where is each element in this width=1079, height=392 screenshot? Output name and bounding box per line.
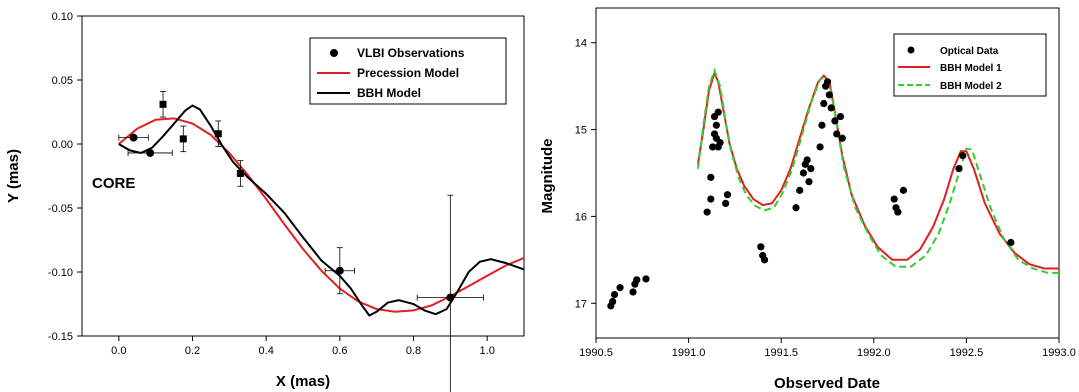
data-point xyxy=(709,143,717,151)
data-point xyxy=(805,178,813,186)
data-point xyxy=(757,243,765,251)
legend-marker-optical xyxy=(907,46,915,54)
x-tick-label: 1992.5 xyxy=(950,347,984,359)
x-tick-label: 0.8 xyxy=(406,345,421,357)
tick-group: 0.0 0.2 0.4 0.6 0.8 1.0 0.10 0.05 0.00 -0.05 -0.10… xyxy=(48,11,495,357)
data-point xyxy=(890,195,898,203)
series-points xyxy=(118,91,484,392)
data-point xyxy=(833,130,841,138)
legend-label-bbh1: BBH Model 1 xyxy=(940,63,1002,74)
x-tick-label: 1992.0 xyxy=(857,347,891,359)
x-tick-label: 0.6 xyxy=(332,345,347,357)
y-tick-label: 17 xyxy=(575,298,587,310)
data-point xyxy=(831,117,839,125)
data-point xyxy=(1007,238,1015,247)
data-point xyxy=(335,266,344,275)
data-point xyxy=(807,165,815,173)
y-tick-label: -0.10 xyxy=(48,267,73,279)
data-point xyxy=(955,165,963,173)
y-tick-label: 14 xyxy=(575,38,587,50)
series-line-bbh-model xyxy=(118,104,525,317)
y-tick-label: 0.00 xyxy=(52,139,73,151)
data-point xyxy=(642,275,650,283)
data-point xyxy=(803,156,811,164)
data-point xyxy=(633,276,641,284)
data-point xyxy=(820,99,828,108)
data-point xyxy=(610,290,619,299)
data-point-square xyxy=(236,169,244,177)
series-lines xyxy=(118,104,525,317)
data-point xyxy=(827,104,835,112)
y-tick-label: 0.05 xyxy=(52,75,73,87)
data-point xyxy=(707,173,715,181)
legend: VLBI Observations Precession Model BBH M… xyxy=(309,37,507,105)
data-point xyxy=(609,297,617,306)
data-point xyxy=(899,186,908,194)
legend-label-vlbi: VLBI Observations xyxy=(357,46,465,60)
legend: Optical Data BBH Model 1 BBH Model 2 xyxy=(893,33,1047,97)
data-point xyxy=(629,288,637,296)
y-tick-label: 16 xyxy=(575,211,587,223)
annotation-core: CORE xyxy=(92,175,135,192)
x-axis-title: X (mas) xyxy=(276,373,330,390)
x-tick-label: 0.4 xyxy=(259,345,274,357)
data-point xyxy=(760,256,769,264)
plot-frame xyxy=(595,7,1060,339)
y-tick-label: -0.15 xyxy=(48,331,73,343)
data-point xyxy=(796,186,804,194)
x-tick-label: 1990.5 xyxy=(579,347,613,359)
y-tick-label: 0.10 xyxy=(52,11,73,23)
series-points xyxy=(607,78,1015,310)
data-point xyxy=(146,148,155,157)
data-point xyxy=(792,204,800,212)
legend-label-bbh2: BBH Model 2 xyxy=(940,81,1002,92)
optical-lightcurve-chart: 1990.5 1991.0 1991.5 1992.0 1992.5 1993.0 14 15… xyxy=(540,7,1076,392)
data-point xyxy=(836,112,845,121)
y-tick-label: 15 xyxy=(575,125,587,137)
data-point xyxy=(616,284,624,292)
tick-group: 1990.5 1991.0 1991.5 1992.0 1992.5 1993.0 14 15… xyxy=(575,38,1076,359)
data-point xyxy=(894,208,902,216)
data-point xyxy=(446,293,455,302)
data-point-square xyxy=(179,135,187,143)
y-axis-title: Magnitude xyxy=(540,139,556,214)
legend-label-bbh: BBH Model xyxy=(357,86,421,100)
data-point xyxy=(723,191,732,199)
legend-label-optical: Optical Data xyxy=(940,46,999,57)
data-point xyxy=(703,208,711,216)
data-point xyxy=(838,134,846,142)
data-point-square xyxy=(214,130,222,138)
x-axis-title: Observed Date xyxy=(774,375,880,392)
data-point xyxy=(716,139,724,147)
x-tick-label: 1.0 xyxy=(480,345,495,357)
data-point xyxy=(722,199,730,207)
data-point xyxy=(959,152,967,160)
data-point xyxy=(818,121,826,129)
data-point xyxy=(799,169,808,177)
legend-label-precession: Precession Model xyxy=(357,66,459,80)
x-tick-label: 0.2 xyxy=(185,345,200,357)
data-point xyxy=(712,121,720,129)
x-tick-label: 0.0 xyxy=(111,345,126,357)
data-point xyxy=(707,195,715,203)
y-axis-title: Y (mas) xyxy=(5,149,22,203)
plot-frame xyxy=(81,15,525,337)
legend-marker-vlbi xyxy=(330,49,338,57)
series-line-bbh-model-2 xyxy=(696,67,1059,274)
x-tick-label: 1991.0 xyxy=(672,347,706,359)
data-point xyxy=(714,108,722,116)
x-tick-label: 1993.0 xyxy=(1042,347,1076,359)
x-tick-label: 1991.5 xyxy=(764,347,798,359)
data-point xyxy=(816,143,824,151)
data-point xyxy=(825,91,833,99)
y-tick-label: -0.05 xyxy=(48,203,73,215)
data-point-square xyxy=(159,100,167,108)
data-point xyxy=(823,78,832,86)
vlbi-trajectory-chart: 0.0 0.2 0.4 0.6 0.8 1.0 0.10 0.05 0.00 -0.05 -0.10… xyxy=(5,11,525,392)
data-point xyxy=(129,133,138,142)
series-lines xyxy=(696,67,1059,274)
